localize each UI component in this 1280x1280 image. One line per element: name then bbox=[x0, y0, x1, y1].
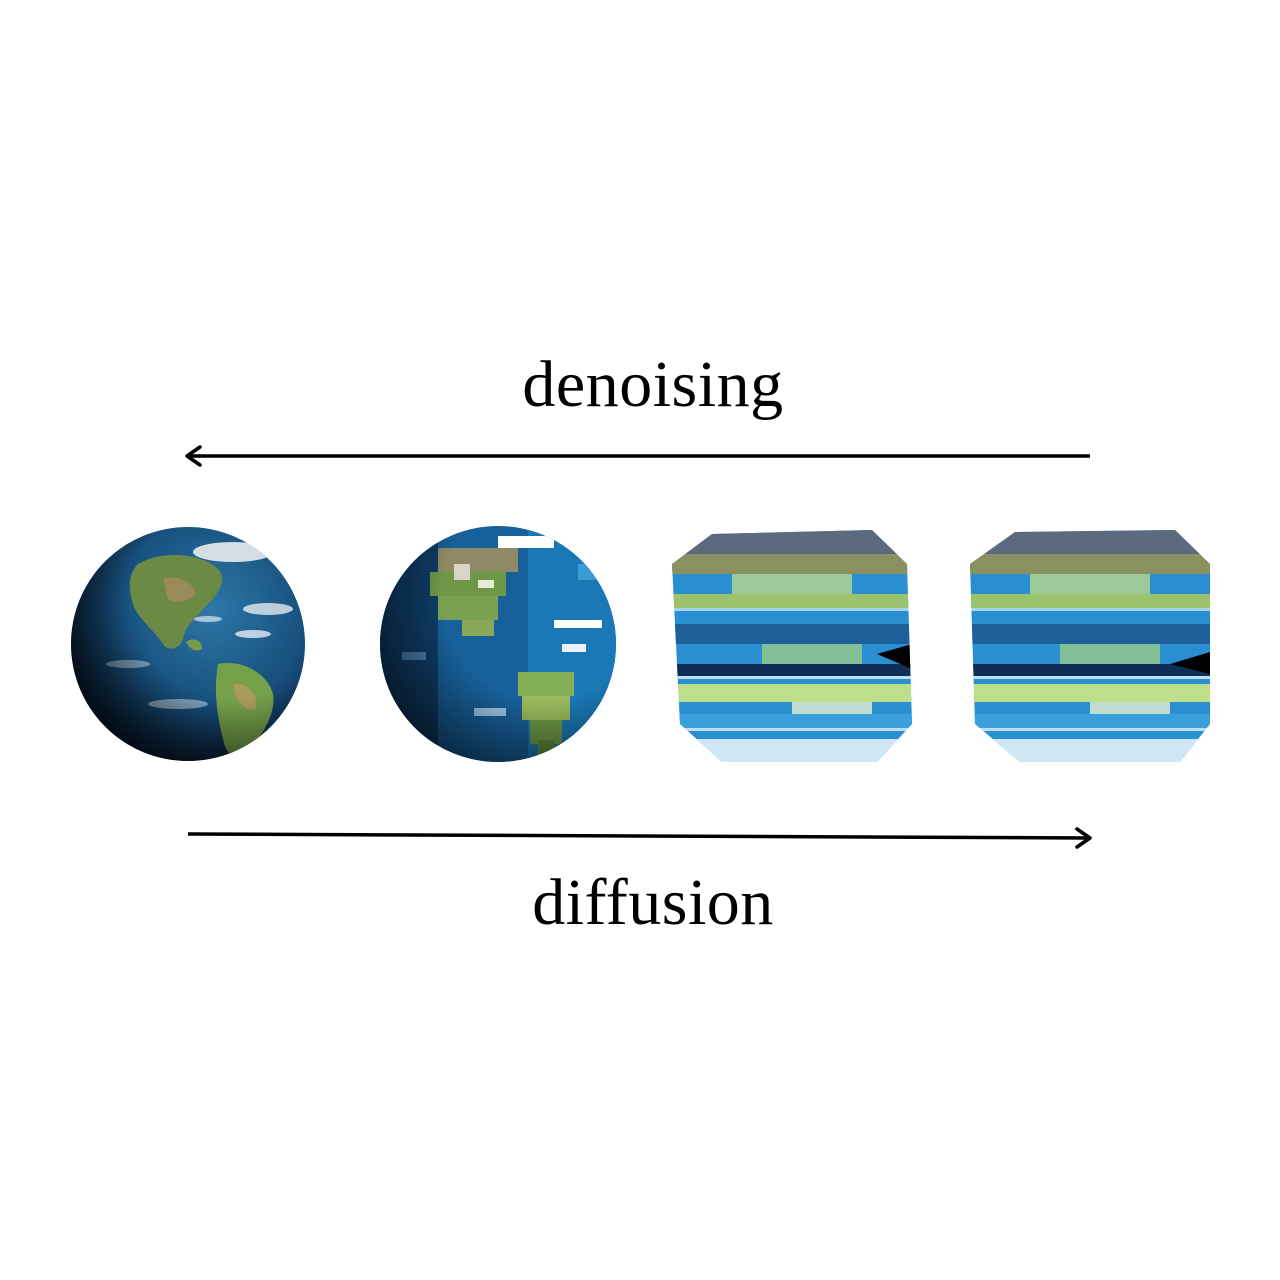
diffusion-arrow bbox=[187, 827, 1092, 849]
earth-globe-noisier bbox=[970, 530, 1210, 762]
earth-globe-clean bbox=[71, 527, 305, 761]
earth-globe-pixelated bbox=[380, 526, 616, 762]
earth-globe-noisy bbox=[672, 530, 912, 762]
diffusion-label: diffusion bbox=[532, 866, 774, 939]
denoising-label: denoising bbox=[522, 348, 784, 421]
denoising-arrow bbox=[185, 445, 1090, 467]
